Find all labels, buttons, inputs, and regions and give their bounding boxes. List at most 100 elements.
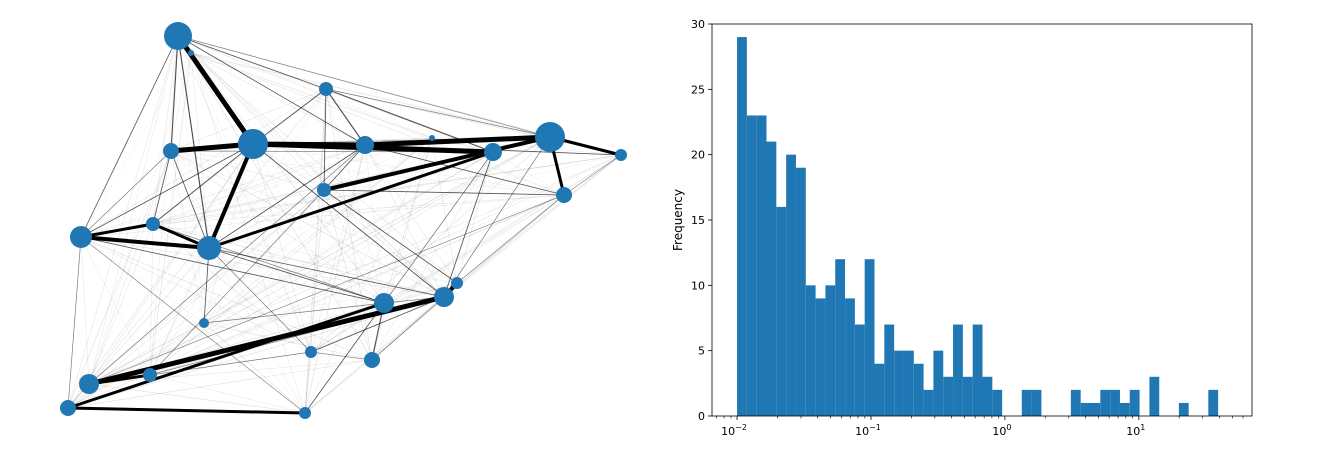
network-edge-faint — [80, 88, 327, 238]
network-edge — [323, 144, 366, 191]
histogram-bar — [933, 350, 944, 416]
network-edge-faint — [177, 35, 325, 191]
histogram-bar — [982, 376, 993, 416]
network-node — [197, 236, 221, 260]
network-edge-faint — [203, 302, 385, 324]
network-edge — [325, 88, 551, 138]
network-edge — [149, 351, 312, 376]
network-node — [143, 368, 157, 382]
network-edge-faint — [364, 144, 445, 298]
network-edge-faint — [203, 88, 327, 324]
histogram-bar — [737, 37, 747, 417]
network-edge-faint — [190, 52, 458, 284]
network-edge — [177, 35, 327, 90]
network-edge — [79, 235, 211, 250]
network-node — [429, 135, 435, 141]
network-edges — [66, 33, 623, 415]
network-edge-faint — [67, 136, 551, 409]
network-edge-faint — [149, 144, 366, 376]
network-edge-faint — [208, 189, 325, 249]
network-node — [484, 143, 502, 161]
network-edge-faint — [203, 322, 373, 361]
histogram-bar — [864, 259, 875, 416]
network-edge-faint — [304, 189, 325, 414]
network-edge-faint — [364, 144, 458, 284]
network-edge-faint — [310, 194, 565, 353]
network-node — [305, 346, 317, 358]
network-edge-faint — [67, 35, 179, 409]
histogram-bar — [962, 376, 973, 416]
network-edge-faint — [203, 136, 551, 324]
network-edge-faint — [88, 143, 254, 385]
histogram-bar — [913, 363, 924, 416]
network-edge — [80, 150, 172, 238]
network-node — [188, 50, 194, 56]
network-edge-faint — [304, 351, 312, 414]
histogram-bar — [815, 298, 826, 416]
network-edge-faint — [80, 150, 172, 238]
x-tick-label: 10−2 — [721, 423, 747, 438]
network-edge-faint — [88, 154, 622, 385]
network-edge-faint — [80, 52, 192, 238]
histogram-bar — [1208, 389, 1219, 416]
network-edge — [208, 247, 312, 353]
y-axis-label: Frequency — [671, 189, 685, 251]
y-tick-label: 5 — [698, 345, 705, 358]
network-edge-faint — [152, 154, 622, 225]
network-edge — [203, 247, 210, 324]
network-node — [535, 122, 565, 152]
network-edge-faint — [364, 144, 385, 304]
network-edge — [323, 151, 494, 191]
histogram-bar — [1021, 389, 1032, 416]
network-edge-faint — [383, 151, 494, 304]
histogram-bar — [972, 324, 983, 416]
histogram-bar — [776, 206, 787, 416]
y-tick-label: 25 — [691, 83, 705, 96]
network-edge-faint — [67, 189, 325, 409]
histogram-bar — [854, 324, 865, 416]
histogram-bar — [1070, 389, 1081, 416]
network-edge-faint — [152, 223, 445, 298]
y-tick-label: 0 — [698, 410, 705, 423]
network-edge — [66, 406, 307, 415]
network-edge — [149, 296, 445, 376]
network-edge-faint — [149, 52, 192, 376]
histogram-bar — [756, 115, 767, 416]
histogram-bar — [943, 376, 954, 416]
network-edge — [149, 189, 325, 376]
network-node — [319, 82, 333, 96]
histogram-bar — [1080, 402, 1091, 416]
histogram-panel: 0 5 10 15 20 25 30 10−2 10−1 100 101 Frequency — [660, 0, 1318, 464]
histogram-chart: 0 5 10 15 20 25 30 10−2 10−1 100 101 Frequency — [671, 18, 1253, 438]
network-node — [434, 287, 454, 307]
network-edge-faint — [152, 137, 433, 225]
network-edge-faint — [456, 194, 565, 284]
network-node — [238, 129, 268, 159]
network-edge — [170, 35, 179, 152]
network-edge-faint — [252, 143, 312, 353]
network-edge-faint — [170, 150, 385, 304]
network-edge-faint — [149, 136, 551, 376]
network-edge-faint — [190, 52, 551, 138]
network-edge-faint — [170, 150, 306, 414]
network-edge — [325, 88, 494, 153]
network-edge-faint — [177, 35, 433, 139]
histogram-bar — [795, 167, 806, 416]
histogram-bar — [1129, 389, 1140, 416]
network-edge-faint — [152, 88, 327, 225]
network-edge — [323, 189, 458, 284]
network-edge-faint — [371, 151, 494, 361]
network-edge-faint — [177, 35, 565, 196]
network-edge-faint — [170, 150, 565, 196]
network-edge-faint — [67, 359, 373, 409]
network-edge-faint — [67, 150, 172, 409]
network-edge-faint — [88, 144, 366, 385]
network-edge-faint — [149, 154, 622, 376]
network-edge-faint — [310, 144, 366, 353]
histogram-bar — [1100, 389, 1111, 416]
network-edge-faint — [252, 143, 373, 361]
network-edge-faint — [88, 151, 494, 385]
network-node — [60, 400, 76, 416]
histogram-bar — [894, 350, 904, 416]
network-edge-faint — [67, 143, 254, 409]
